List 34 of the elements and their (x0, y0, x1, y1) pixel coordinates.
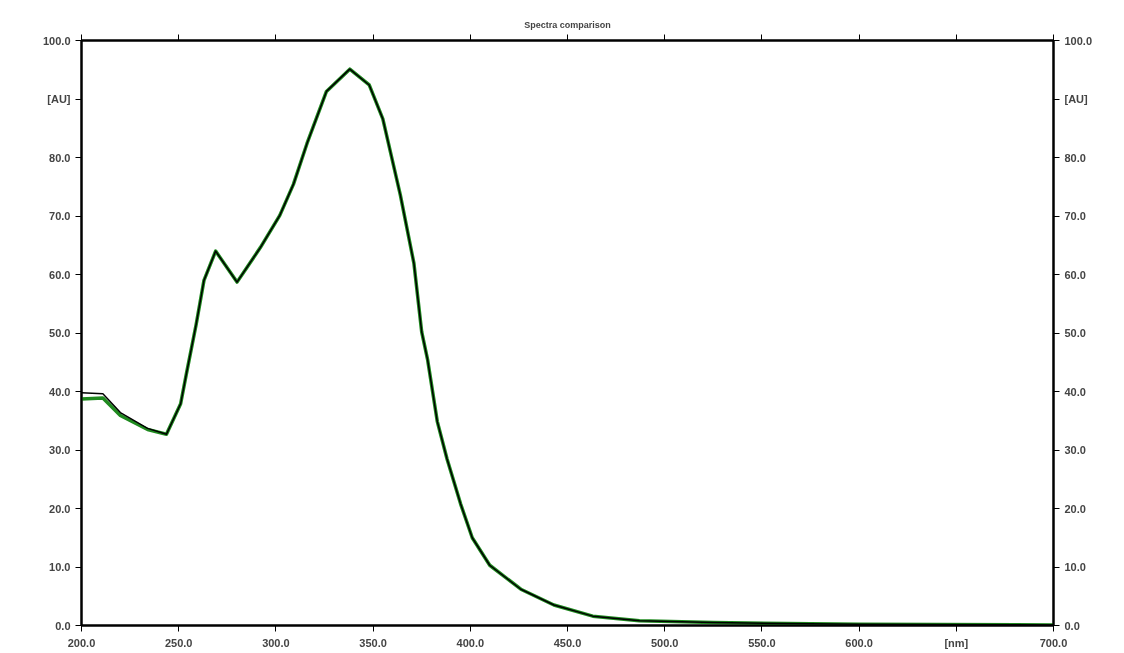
y2-tick-label: 100.0 (1064, 34, 1093, 47)
y-tick-label: [AU] (47, 93, 71, 105)
x-tick-label: 200.0 (67, 636, 96, 649)
x-tick-label: 250.0 (164, 636, 193, 649)
x-tick-label: 550.0 (748, 636, 776, 649)
x-tick-label: 400.0 (456, 636, 485, 649)
x-tick-label: 500.0 (650, 636, 679, 649)
y2-tick-label: 60.0 (1064, 268, 1086, 281)
x-tick-label: 300.0 (262, 636, 290, 649)
y-tick-label: 80.0 (49, 151, 71, 164)
y-tick-label: 40.0 (49, 385, 71, 398)
y-tick-label: 10.0 (49, 561, 71, 573)
y2-tick-label: 0.0 (1064, 619, 1080, 632)
y2-tick-label: 70.0 (1064, 210, 1086, 222)
x-tick-label: 600.0 (845, 636, 873, 649)
y2-tick-label: 80.0 (1064, 151, 1086, 164)
y2-tick-label: 10.0 (1064, 561, 1086, 573)
y-tick-label: 60.0 (49, 268, 71, 281)
y2-tick-label: 50.0 (1064, 327, 1086, 339)
y-tick-label: 100.0 (42, 34, 71, 47)
y2-tick-label: 30.0 (1064, 444, 1086, 456)
x-tick-label: [nm] (944, 636, 969, 649)
y-tick-label: 30.0 (49, 444, 71, 456)
y2-tick-label: [AU] (1064, 93, 1089, 105)
x-tick-label: 350.0 (359, 636, 387, 649)
x-tick-label: 700.0 (1039, 636, 1068, 649)
x-tick-label: 450.0 (553, 636, 582, 649)
y-tick-label: 20.0 (49, 502, 71, 515)
y-tick-label: 0.0 (55, 619, 71, 632)
y-tick-label: 70.0 (49, 210, 71, 222)
y-tick-label: 50.0 (49, 327, 71, 339)
y2-tick-label: 40.0 (1064, 385, 1086, 398)
y2-tick-label: 20.0 (1064, 502, 1086, 515)
chart-title: Spectra comparison (524, 19, 611, 30)
